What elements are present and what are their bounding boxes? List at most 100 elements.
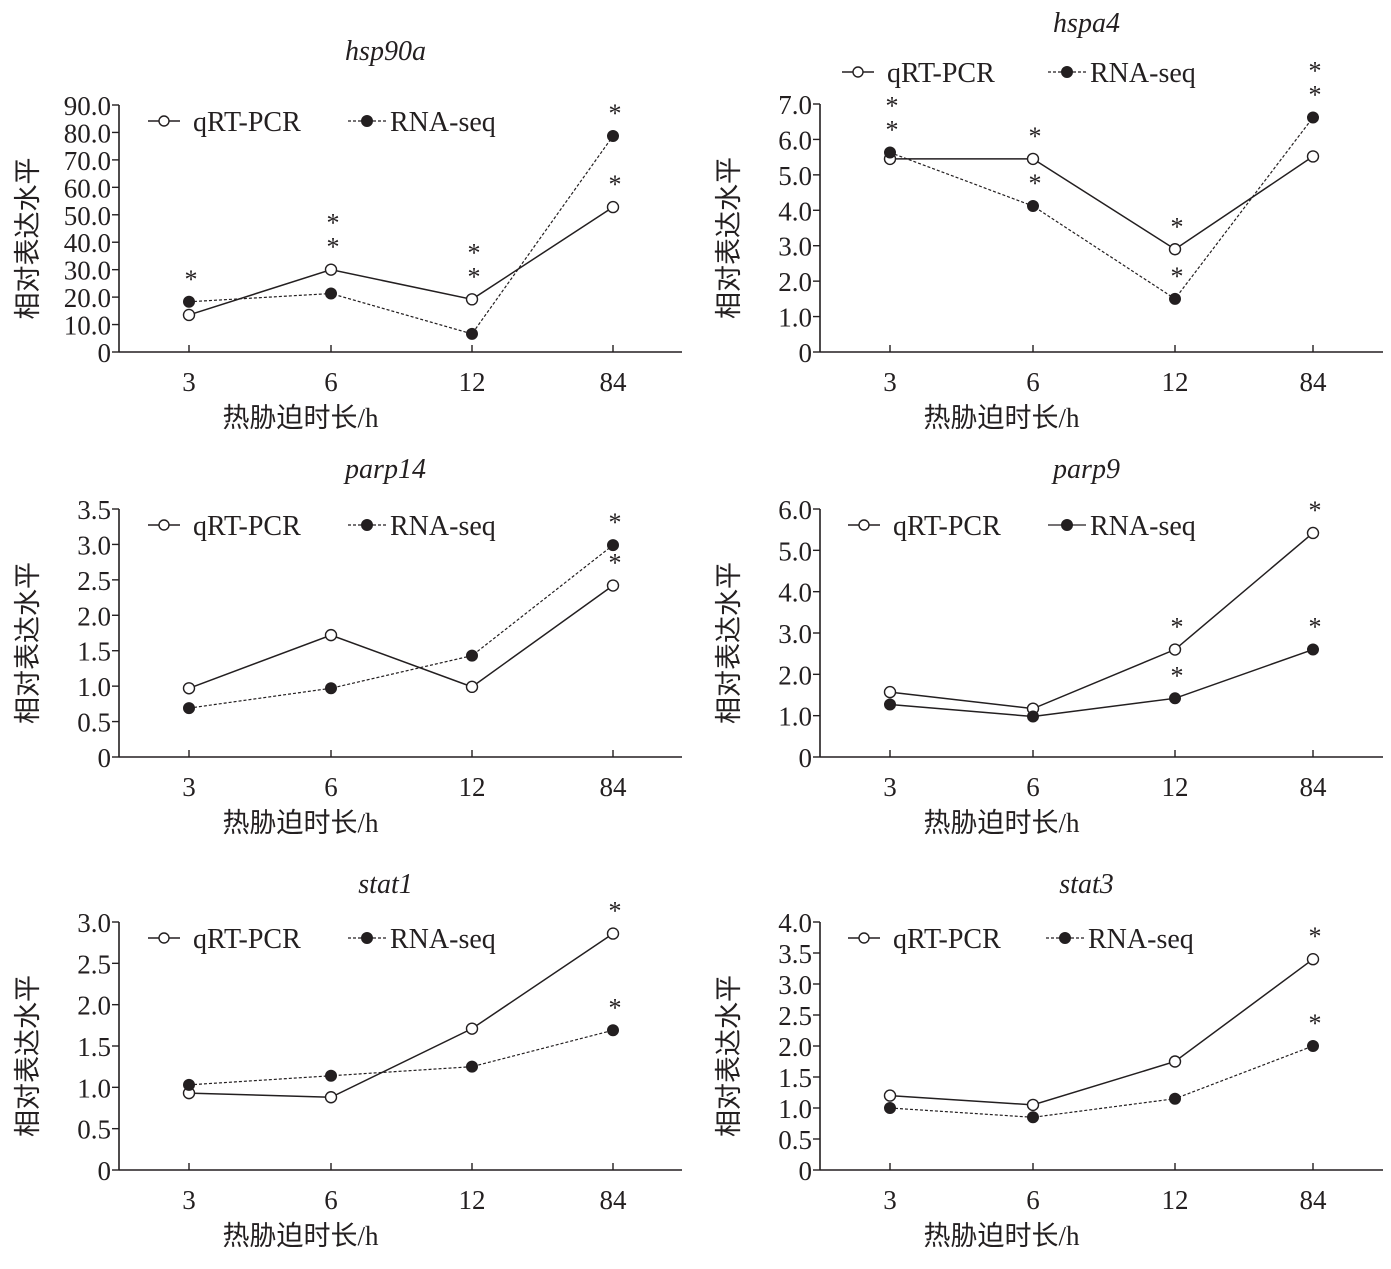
y-tick-label: 3.0 [778,619,812,649]
data-point-filled [183,295,195,308]
legend-label-qrtpcr: qRT-PCR [193,924,301,955]
data-point-open [1168,1055,1182,1068]
y-tick-label: 3.0 [77,908,111,938]
y-tick-label: 1.0 [778,702,812,732]
x-tick-label: 84 [1300,367,1328,397]
legend-marker-qrtpcr [158,115,170,127]
y-axis-label: 相对表达水平 [714,975,744,1137]
data-point-filled [1307,111,1319,124]
legend: qRT-PCR RNA-seq [148,107,496,138]
data-point-open [324,263,338,276]
data-point-open [182,682,196,695]
series-rnaseq [884,111,1319,305]
y-tick-label: 3.0 [77,530,111,560]
y-tick-label: 2.0 [778,1032,812,1062]
data-point-open [1026,152,1040,166]
data-point-filled [1169,692,1181,705]
panel-parp14: parp14 0 0.5 1.0 1.5 2.0 2.5 3.0 3.5 3 6 12 84 热胁迫时长/… [13,454,682,838]
y-tick-label: 1.5 [77,1032,111,1062]
chart-title: parp9 [1051,454,1120,485]
y-tick-label: 3.0 [778,232,812,262]
series-line [889,648,1314,718]
data-point-filled [1169,1092,1181,1105]
x-axis-label: 热胁迫时长/h [923,1221,1080,1251]
y-tick-label: 0 [98,338,112,368]
significance-star: * [1029,122,1042,151]
legend-marker-qrtpcr [158,519,170,531]
significance-star: * [1029,169,1042,198]
series-qrtpcr [883,150,1320,256]
significance-star: * [1309,56,1322,85]
y-tick-label: 2.0 [77,601,111,631]
panel-stat1: stat1 0 0.5 1.0 1.5 2.0 2.5 3.0 3 6 12 84 热胁迫时长/h 相对表… [13,869,682,1251]
y-tick-label: 6.0 [778,495,812,525]
x-tick-label: 84 [600,772,628,802]
legend-marker-rnaseq [1061,519,1073,531]
y-tick-label: 4.0 [778,578,812,608]
series-qrtpcr [182,200,620,322]
significance-star: * [609,170,622,199]
x-tick-label: 6 [1026,1185,1040,1215]
legend: qRT-PCR RNA-seq [842,58,1196,89]
y-tick-label: 80.0 [64,118,111,148]
data-point-open [324,628,338,642]
data-point-filled [1027,200,1039,213]
chart-title: hspa4 [1053,8,1120,39]
y-tick-label: 3.5 [778,939,812,969]
legend-label-qrtpcr: qRT-PCR [193,511,301,542]
y-tick-label: 40.0 [64,228,111,258]
significance-star: * [609,508,622,537]
legend-label-rnaseq: RNA-seq [390,107,496,138]
series-qrtpcr [883,526,1320,715]
x-axis-label: 热胁迫时长/h [222,1221,379,1251]
significance-star: * [609,549,622,578]
y-tick-label: 2.5 [77,949,111,979]
y-tick-label: 1.5 [77,637,111,667]
series-line [889,117,1314,300]
data-point-filled [884,1102,896,1114]
data-point-filled [1027,710,1039,723]
x-tick-label: 84 [1300,1185,1328,1215]
y-axis-label: 相对表达水平 [13,158,43,320]
y-tick-label: 0.5 [77,708,111,738]
y-tick-label: 6.0 [778,125,812,155]
y-tick-label: 4.0 [778,908,812,938]
legend-label-rnaseq: RNA-seq [1090,58,1196,89]
y-tick-label: 5.0 [778,161,812,191]
x-tick-label: 84 [600,1185,628,1215]
y-tick-label: 0.5 [77,1115,111,1145]
legend-marker-rnaseq [361,932,373,944]
legend-marker-qrtpcr [852,66,864,78]
data-point-open [883,685,897,699]
x-tick-label: 3 [182,772,196,802]
x-tick-label: 3 [883,367,897,397]
significance-star: * [1171,212,1184,241]
y-tick-label: 20.0 [64,283,111,313]
series-rnaseq [183,539,619,715]
legend: qRT-PCR RNA-seq [148,511,496,542]
data-point-filled [325,1069,337,1082]
y-tick-label: 2.0 [77,991,111,1021]
y-tick-label: 2.0 [778,267,812,297]
data-point-filled [325,287,337,300]
x-tick-label: 6 [324,1185,338,1215]
significance-star: * [886,92,899,121]
significance-star: * [1309,496,1322,525]
y-tick-label: 10.0 [64,311,111,341]
y-tick-label: 3.5 [77,495,111,525]
y-tick-label: 30.0 [64,256,111,286]
y-tick-label: 0 [799,743,813,773]
data-point-open [1306,526,1320,540]
y-tick-label: 70.0 [64,146,111,176]
data-point-filled [1307,643,1319,656]
series-qrtpcr [182,579,620,695]
x-axis-label: 热胁迫时长/h [222,403,379,433]
legend-marker-rnaseq [361,115,373,127]
x-tick-label: 3 [883,772,897,802]
y-tick-label: 1.5 [778,1063,812,1093]
data-point-filled [466,327,478,340]
significance-star: * [609,993,622,1022]
x-tick-label: 12 [1162,1185,1189,1215]
y-tick-label: 4.0 [778,196,812,226]
